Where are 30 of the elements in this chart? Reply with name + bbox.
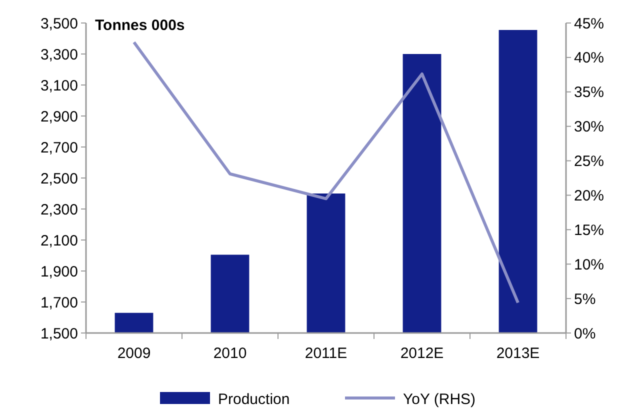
- legend-label: YoY (RHS): [403, 391, 476, 408]
- y2-tick-label: 5%: [574, 290, 596, 308]
- y2-tick-label: 40%: [574, 50, 604, 67]
- y2-tick-label: 25%: [574, 153, 604, 170]
- y2-tick-label: 45%: [574, 15, 604, 32]
- y2-tick-label: 20%: [574, 187, 604, 204]
- y2-tick-label: 30%: [574, 118, 604, 136]
- x-tick-label: 2009: [117, 345, 151, 362]
- y-tick-label: 3,300: [40, 46, 78, 64]
- y2-tick-label: 10%: [574, 256, 604, 274]
- y-axis-title: Tonnes 000s: [95, 17, 185, 34]
- y-tick-label: 2,500: [40, 170, 78, 188]
- y-tick-label: 1,500: [40, 325, 78, 342]
- x-tick-label: 2010: [213, 345, 247, 362]
- y-tick-label: 2,100: [40, 232, 78, 250]
- line-series: [132, 40, 520, 304]
- y-tick-label: 1,700: [40, 294, 78, 312]
- x-tick-label: 2012E: [400, 345, 444, 362]
- y-tick-label: 1,900: [40, 263, 78, 280]
- y-tick-label: 2,900: [40, 108, 78, 126]
- y2-tick-label: 35%: [574, 84, 604, 102]
- x-tick-label: 2013E: [496, 345, 540, 362]
- x-tick-label: 2011E: [304, 345, 348, 362]
- y-tick-label: 2,700: [40, 139, 78, 156]
- y-tick-label: 3,100: [40, 77, 78, 94]
- legend-label: Production: [218, 391, 290, 408]
- y2-tick-label: 15%: [574, 222, 604, 239]
- y2-tick-label: 0%: [574, 325, 596, 342]
- y-tick-label: 2,300: [40, 201, 78, 218]
- y-tick-label: 3,500: [40, 15, 78, 32]
